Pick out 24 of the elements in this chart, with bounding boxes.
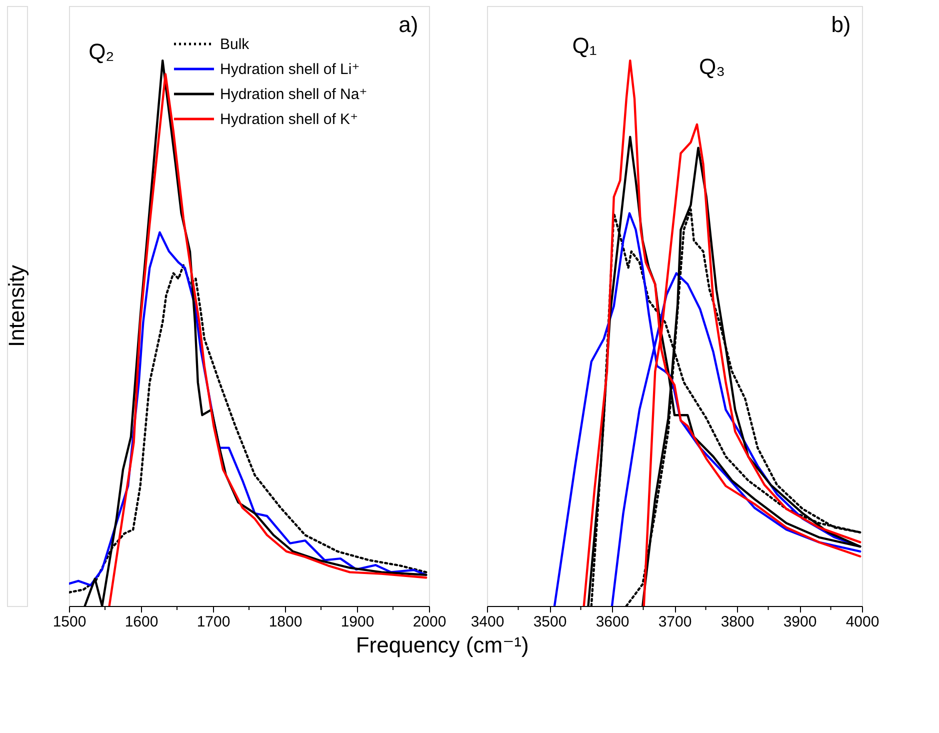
x-tick-label: 3800	[720, 614, 754, 630]
x-tick-label: 1600	[124, 614, 158, 630]
x-tick-label: 2000	[412, 614, 446, 630]
x-tick-label: 1800	[268, 614, 302, 630]
text: Q₁	[572, 33, 597, 58]
x-tick-label: 1900	[340, 614, 374, 630]
text: a)	[398, 12, 418, 37]
legend-label: Bulk	[220, 36, 250, 53]
x-tick-label: 1700	[196, 614, 230, 630]
y-axis-title: Intensity	[4, 265, 29, 347]
x-tick-label: 3400	[470, 614, 504, 630]
annotation: Q₃	[698, 54, 726, 79]
x-tick-label: 3700	[658, 614, 692, 630]
legend-label: Hydration shell of Na⁺	[220, 86, 368, 103]
x-tick-label: 1500	[52, 614, 86, 630]
x-tick-label: 3600	[596, 614, 630, 630]
text: b)	[831, 12, 851, 37]
x-axis-title: Frequency (cm⁻¹)	[356, 632, 529, 658]
x-tick-label: 4000	[846, 614, 880, 630]
legend-label: Hydration shell of K⁺	[220, 111, 358, 128]
legend-label: Hydration shell of Li⁺	[220, 61, 360, 78]
x-tick-label: 3500	[533, 614, 567, 630]
x-tick-label: 3900	[783, 614, 817, 630]
annotation: Q₂	[88, 39, 114, 64]
